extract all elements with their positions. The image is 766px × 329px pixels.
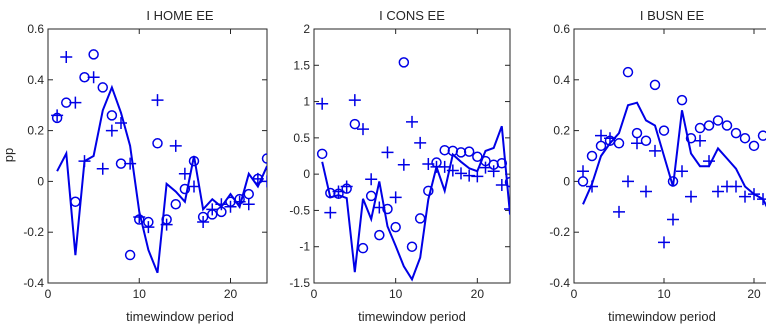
y-tick-label: -0.4 xyxy=(23,276,44,290)
y-tick-label: 0.6 xyxy=(27,22,44,36)
y-tick-label: 1 xyxy=(303,95,310,109)
x-tick-label: 10 xyxy=(389,287,403,301)
y-tick-label: -0.5 xyxy=(289,203,310,217)
chart-title: I HOME EE xyxy=(146,8,214,23)
y-tick-label: 0 xyxy=(37,174,44,188)
y-tick-label: 0.2 xyxy=(553,124,570,138)
x-tick-label: 10 xyxy=(657,287,671,301)
chart-title: I CONS EE xyxy=(379,8,445,23)
x-tick-label: 20 xyxy=(471,287,485,301)
y-axis-label: pp xyxy=(1,148,16,162)
y-tick-label: 0 xyxy=(303,167,310,181)
y-tick-label: 0.4 xyxy=(27,73,44,87)
y-tick-label: 0.5 xyxy=(293,131,310,145)
x-axis-label: timewindow period xyxy=(608,309,716,324)
x-axis-label: timewindow period xyxy=(358,309,466,324)
y-tick-label: -0.4 xyxy=(549,276,570,290)
y-tick-label: 2 xyxy=(303,22,310,36)
y-tick-label: 1.5 xyxy=(293,58,310,72)
chart-title: I BUSN EE xyxy=(640,8,705,23)
y-tick-label: 0 xyxy=(563,174,570,188)
x-tick-label: 20 xyxy=(747,287,761,301)
x-tick-label: 0 xyxy=(571,287,578,301)
y-tick-label: -0.2 xyxy=(549,225,570,239)
y-tick-label: -0.2 xyxy=(23,225,44,239)
x-axis-label: timewindow period xyxy=(126,309,234,324)
y-tick-label: 0.4 xyxy=(553,73,570,87)
x-tick-label: 0 xyxy=(311,287,318,301)
x-tick-label: 10 xyxy=(133,287,147,301)
y-tick-label: 0.6 xyxy=(553,22,570,36)
x-tick-label: 0 xyxy=(45,287,52,301)
y-tick-label: -1.5 xyxy=(289,276,310,290)
y-tick-label: -1 xyxy=(299,240,310,254)
y-tick-label: 0.2 xyxy=(27,124,44,138)
x-tick-label: 20 xyxy=(224,287,238,301)
